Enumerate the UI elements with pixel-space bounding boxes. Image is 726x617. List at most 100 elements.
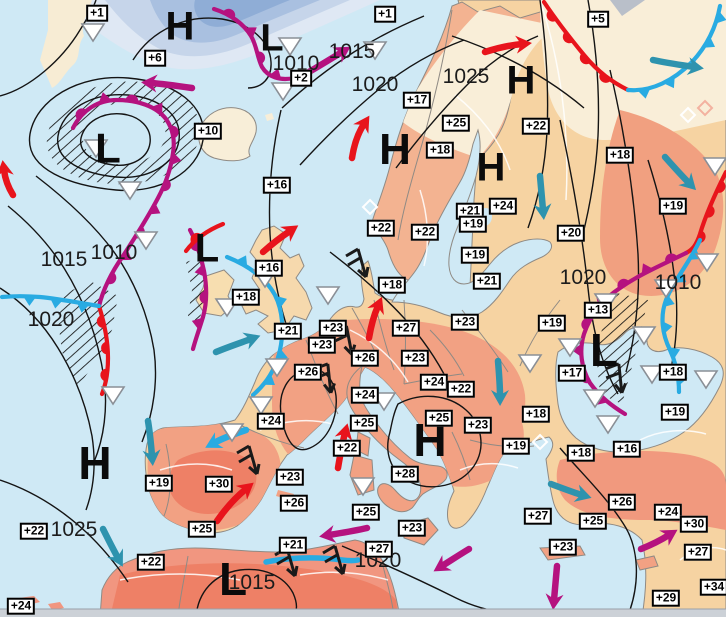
teal-advection-arrow [536, 172, 547, 214]
warm-arrowhead-icon [0, 160, 14, 178]
teal-advection-arrow [99, 525, 122, 562]
greenland-coast [40, 0, 92, 88]
teal-arrowhead-icon [242, 332, 261, 350]
front-warm [541, 0, 631, 93]
front-symbol [194, 264, 206, 277]
warm-arrowhead-icon [367, 296, 384, 316]
wind-barb-icon [314, 362, 336, 394]
faroe-islands [265, 113, 274, 121]
front-symbol [275, 295, 287, 309]
warm-advection-arrow [481, 40, 526, 56]
teal-arrowhead-icon [678, 172, 697, 191]
iceland [198, 107, 257, 162]
warm-advection-arrow [0, 166, 17, 199]
front-symbol [106, 271, 117, 285]
front-symbol [268, 68, 282, 80]
purple-advection-arrow [438, 545, 473, 570]
front-symbol [151, 102, 163, 115]
front-symbol [76, 302, 90, 313]
warm-advection-arrow [259, 227, 294, 256]
teal-advection-arrow [212, 335, 255, 356]
front-symbol [148, 203, 161, 215]
front-symbol [663, 294, 675, 308]
front-symbol [23, 296, 37, 306]
purple-arrowhead-icon [332, 46, 351, 63]
cyprus [635, 555, 659, 571]
warm-arrowhead-icon [515, 35, 532, 54]
north-africa-hot-core [110, 563, 398, 617]
front-symbol [50, 298, 63, 309]
teal-arrowhead-icon [142, 449, 161, 466]
front-symbol [599, 72, 611, 83]
front-symbol [235, 255, 248, 267]
shower-triangle-icon [631, 326, 657, 346]
teal-arrowhead-icon [533, 203, 552, 220]
purple-arrowhead-icon [319, 525, 337, 543]
shower-triangle-icon [557, 338, 583, 358]
diamond-icon [679, 106, 697, 124]
shower-triangle-icon [702, 157, 726, 177]
advection-arrows-layer [0, 35, 704, 610]
wind-barb-icon [333, 324, 357, 356]
isobar-line [279, 368, 337, 451]
front-symbol [581, 317, 591, 331]
front-symbol [579, 52, 591, 65]
shower-triangle-icon [595, 415, 621, 435]
front-symbol [170, 152, 182, 166]
shower-triangle-icon [248, 396, 274, 416]
sea-ice-bands [40, 0, 380, 88]
shower-triangle-icon [350, 477, 376, 497]
warm-advection-arrow [213, 485, 250, 525]
purple-advection-arrow [147, 79, 196, 92]
front-symbol [571, 343, 582, 357]
purple-arrowhead-icon [545, 593, 564, 610]
front-symbol [98, 92, 112, 103]
isobar-line [559, 447, 638, 611]
isobar-line [329, 251, 453, 391]
isobar-line [35, 175, 157, 443]
front-symbol [120, 249, 132, 261]
warm-arrowhead-icon [334, 423, 353, 442]
warm-advection-arrow [365, 302, 382, 342]
purple-arrowhead-icon [141, 74, 158, 93]
shower-triangle-icon [277, 37, 303, 57]
front-symbol [703, 36, 716, 48]
front-symbol [716, 180, 726, 193]
isobar-line [451, 35, 585, 109]
teal-arrowhead-icon [686, 57, 704, 75]
shower-triangle-icon [693, 370, 719, 390]
front-cold [0, 294, 102, 309]
teal-advection-arrow [649, 56, 698, 71]
shower-triangle-icon [100, 386, 126, 406]
diamond-icon [361, 198, 379, 216]
front-symbol [161, 178, 171, 192]
purple-arrowhead-icon [659, 529, 678, 546]
warm-arrowhead-icon [235, 482, 254, 500]
front-warm [183, 221, 226, 254]
isobar-line [581, 0, 600, 239]
shower-triangle-icon [264, 358, 290, 378]
front-symbol [199, 290, 207, 304]
front-symbol [665, 253, 678, 263]
teal-advection-arrow [494, 357, 504, 400]
diamond-icon [696, 99, 714, 117]
isobar-line [281, 15, 425, 109]
isobar-line [28, 76, 205, 192]
blue-arrowhead-icon [205, 432, 224, 449]
bottom-bar [0, 609, 726, 617]
front-symbol [662, 321, 673, 334]
shower-triangle-icon [653, 279, 679, 299]
teal-advection-arrow [661, 153, 693, 187]
warm-arrowhead-icon [279, 225, 299, 242]
purple-advection-arrow [325, 524, 371, 539]
teal-arrowhead-icon [107, 548, 123, 567]
shower-triangle-icon [694, 253, 720, 273]
baltic-sea [391, 128, 553, 319]
shower-triangle-icon [270, 82, 296, 102]
teal-arrowhead-icon [573, 484, 592, 502]
hatched-trough-area [58, 282, 118, 386]
purple-advection-arrow [550, 562, 561, 604]
front-symbol [170, 125, 179, 139]
front-symbol [96, 315, 105, 328]
